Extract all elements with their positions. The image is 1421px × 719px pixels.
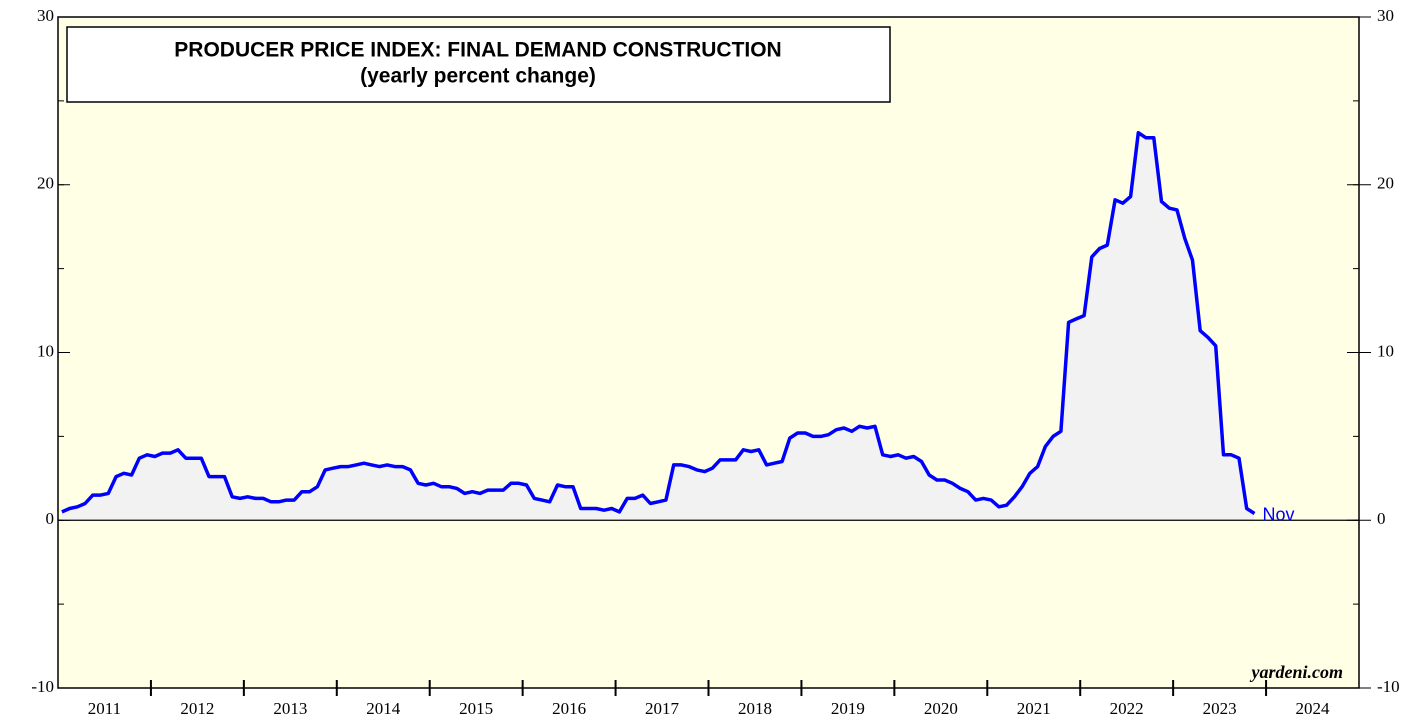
x-tick-label: 2016 [552, 699, 586, 718]
x-tick-label: 2024 [1296, 699, 1331, 718]
x-tick-label: 2013 [273, 699, 307, 718]
x-tick-label: 2019 [831, 699, 865, 718]
x-tick-label: 2015 [459, 699, 493, 718]
y2-tick-label: 30 [1377, 6, 1394, 25]
x-tick-label: 2012 [180, 699, 214, 718]
y2-tick-label: 0 [1377, 509, 1386, 528]
x-tick-label: 2011 [88, 699, 121, 718]
x-tick-label: 2023 [1203, 699, 1237, 718]
source: yardeni.com [1250, 662, 1344, 682]
x-tick-label: 2017 [645, 699, 680, 718]
y2-tick-label: -10 [1377, 677, 1400, 696]
y-tick-label: 0 [46, 509, 55, 528]
y-tick-label: -10 [31, 677, 54, 696]
chart-subtitle: (yearly percent change) [360, 65, 596, 88]
x-tick-label: 2021 [1017, 699, 1051, 718]
x-tick-label: 2020 [924, 699, 958, 718]
x-tick-label: 2022 [1110, 699, 1144, 718]
y2-tick-label: 20 [1377, 174, 1394, 193]
y-tick-label: 10 [37, 341, 54, 360]
y-tick-label: 20 [37, 174, 54, 193]
x-tick-label: 2014 [366, 699, 401, 718]
line [61, 130, 1256, 515]
y-tick-label: 30 [37, 6, 54, 25]
title-box [66, 26, 891, 103]
y2-tick-label: 10 [1377, 341, 1394, 360]
annotation: Nov [1262, 504, 1294, 524]
chart-title: PRODUCER PRICE INDEX: FINAL DEMAND CONST… [174, 39, 781, 62]
x-tick-label: 2018 [738, 699, 772, 718]
